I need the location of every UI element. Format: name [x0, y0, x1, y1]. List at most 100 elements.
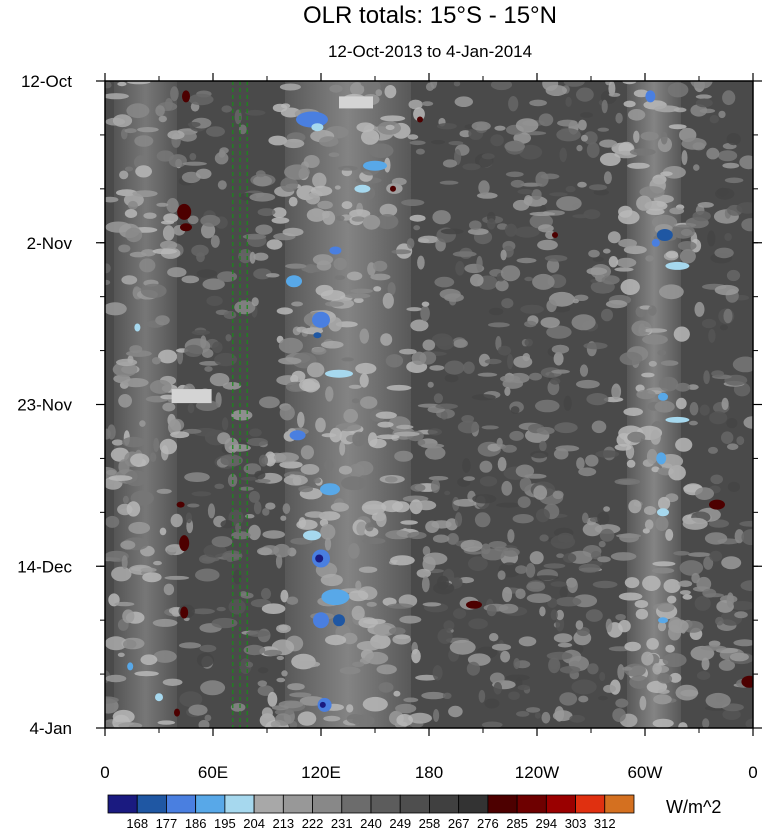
olr-texture-blob [306, 208, 326, 222]
olr-texture-blob [278, 337, 303, 354]
olr-texture-blob [354, 461, 374, 476]
olr-texture-blob [255, 170, 266, 178]
olr-texture-blob [591, 420, 607, 434]
olr-texture-blob [333, 257, 347, 271]
olr-texture-blob [614, 267, 634, 272]
olr-texture-blob [598, 695, 608, 701]
high-olr-cell [552, 232, 558, 238]
chart-title: OLR totals: 15°S - 15°N [303, 2, 557, 29]
olr-texture-blob [462, 163, 481, 171]
olr-texture-blob [501, 480, 513, 496]
olr-texture-blob [341, 201, 353, 210]
olr-texture-blob [431, 333, 453, 347]
olr-texture-blob [702, 718, 710, 728]
olr-texture-blob [437, 628, 453, 644]
olr-texture-blob [476, 255, 483, 272]
olr-texture-blob [614, 443, 632, 451]
olr-texture-blob [578, 467, 597, 477]
olr-texture-blob [363, 618, 386, 625]
olr-texture-blob [445, 518, 459, 531]
olr-texture-blob [253, 501, 262, 515]
olr-texture-blob [694, 301, 705, 317]
olr-texture-blob [470, 273, 484, 287]
olr-texture-blob [123, 639, 137, 649]
olr-texture-blob [556, 128, 581, 142]
olr-texture-blob [513, 658, 520, 670]
olr-texture-blob [530, 450, 549, 459]
olr-texture-blob [254, 470, 266, 480]
x-tick-label: 0 [748, 763, 757, 782]
olr-texture-blob [550, 581, 567, 587]
olr-texture-blob [597, 127, 610, 132]
olr-texture-blob [533, 485, 548, 500]
olr-texture-blob [567, 578, 578, 594]
olr-texture-blob [365, 522, 374, 532]
olr-texture-blob [424, 446, 446, 460]
colorbar-box [341, 794, 372, 814]
olr-texture-blob [406, 238, 415, 249]
olr-texture-blob [529, 551, 544, 565]
olr-texture-blob [325, 634, 347, 646]
olr-texture-blob [636, 389, 656, 400]
olr-texture-blob [200, 214, 221, 227]
olr-texture-blob [112, 709, 135, 724]
olr-texture-blob [548, 657, 561, 674]
olr-texture-blob [516, 711, 530, 717]
olr-texture-blob [703, 556, 714, 570]
olr-texture-blob [658, 376, 679, 392]
olr-texture-blob [553, 351, 564, 366]
olr-texture-blob [479, 460, 493, 473]
olr-texture-blob [284, 164, 310, 180]
field-marks [127, 90, 753, 717]
olr-texture-blob [238, 249, 253, 264]
olr-texture-blob [510, 406, 520, 414]
olr-texture-blob [181, 275, 200, 284]
olr-texture-blob [671, 224, 695, 239]
olr-texture-blob [334, 275, 346, 280]
olr-texture-blob [494, 125, 506, 131]
olr-texture-blob [538, 113, 554, 127]
olr-texture-blob [623, 100, 636, 108]
olr-texture-blob [204, 714, 212, 722]
olr-texture-blob [152, 248, 177, 255]
colorbar-box [312, 794, 343, 814]
colorbar: 168 177 186 195 204 213 222 231 240 249 258 267 276 2… [107, 794, 635, 830]
olr-texture-blob [372, 260, 388, 272]
olr-texture-blob [669, 672, 682, 683]
olr-texture-blob [515, 565, 528, 574]
olr-texture-blob [733, 639, 753, 647]
olr-texture-blob [274, 708, 295, 716]
olr-texture-blob [453, 608, 467, 619]
olr-texture-blob [588, 249, 600, 258]
olr-texture-blob [635, 608, 649, 620]
olr-texture-blob [582, 512, 589, 524]
olr-texture-blob [191, 329, 211, 336]
olr-texture-blob [127, 81, 151, 85]
olr-texture-blob [442, 159, 458, 168]
olr-texture-blob [230, 703, 246, 712]
olr-texture-blob [575, 620, 584, 630]
colorbar-box [282, 794, 313, 814]
olr-texture-blob [682, 594, 693, 600]
olr-texture-blob [420, 443, 445, 449]
olr-texture-blob [504, 387, 511, 396]
olr-texture-blob [627, 162, 650, 169]
olr-texture-blob [454, 512, 463, 527]
colorbar-box [195, 794, 226, 814]
olr-texture-blob [538, 224, 554, 233]
olr-texture-blob [618, 592, 643, 601]
olr-texture-blob [433, 709, 440, 722]
olr-texture-blob [529, 372, 542, 381]
olr-texture-blob [118, 244, 131, 253]
olr-texture-blob [105, 263, 111, 274]
olr-texture-blob [616, 533, 642, 538]
olr-texture-blob [577, 181, 587, 188]
chart-subtitle: 12-Oct-2013 to 4-Jan-2014 [328, 42, 532, 61]
olr-texture-blob [189, 153, 197, 161]
olr-texture-blob [665, 528, 674, 541]
olr-texture-blob [657, 689, 670, 694]
olr-texture-blob [689, 402, 699, 416]
olr-texture-blob [724, 177, 744, 184]
olr-texture-blob [581, 134, 588, 142]
olr-texture-blob [469, 220, 482, 230]
